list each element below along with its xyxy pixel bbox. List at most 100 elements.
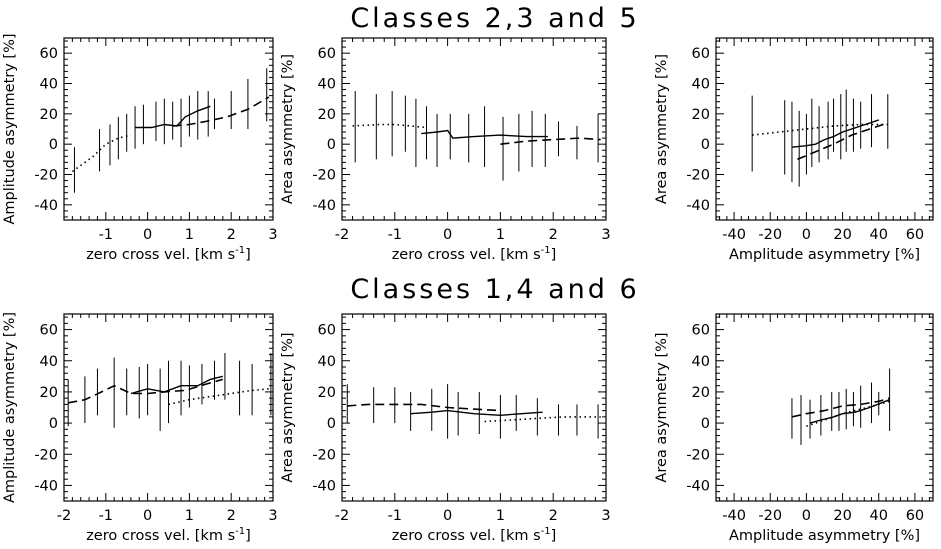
y-tick-label: -40 (686, 478, 710, 494)
x-tick-label: 2 (549, 508, 558, 524)
y-tick-label: 20 (692, 385, 710, 401)
plot-frame (715, 313, 934, 502)
series-dotted-line (352, 123, 427, 129)
x-tick-label: 3 (268, 227, 277, 243)
row-title-bottom: Classes 1,4 and 6 (350, 274, 639, 305)
x-tick-label: 0 (802, 227, 811, 243)
plot-frame (341, 37, 607, 221)
x-tick-label: 60 (906, 508, 924, 524)
series-dashed-line (500, 137, 601, 145)
plot-frame (63, 37, 274, 221)
y-tick-label: 0 (327, 137, 336, 153)
y-tick-label: 40 (692, 354, 710, 370)
x-tick-label: -20 (758, 508, 782, 524)
x-tick-label: 40 (870, 227, 888, 243)
x-tick-label: 40 (870, 508, 888, 524)
y-tick-label: 40 (318, 354, 336, 370)
y-tick-label: -40 (312, 478, 336, 494)
y-tick-label: 40 (318, 77, 336, 93)
x-tick-label: 0 (143, 508, 152, 524)
y-tick-label: 60 (692, 46, 710, 62)
x-tick-label: -1 (99, 508, 113, 524)
x-tick-label: -2 (57, 508, 71, 524)
panel-r1-c1: -2 -1 0 1 2 3 -40 -20 0 20 40 60 zero cross vel. [km… (280, 313, 611, 544)
plot-frame (63, 313, 274, 502)
x-axis-label: zero cross vel. [km s-1] (392, 526, 557, 544)
series-solid-line (410, 409, 543, 417)
y-tick-label: 0 (49, 416, 58, 432)
row-title-top: Classes 2,3 and 5 (350, 3, 639, 34)
y-tick-label: 20 (318, 107, 336, 123)
x-tick-label: 3 (268, 508, 277, 524)
x-axis-label: zero cross vel. [km s-1] (86, 526, 251, 544)
y-tick-label: 60 (318, 323, 336, 339)
panel-r1-c0: -2 -1 0 1 2 3 -40 -20 0 20 40 60 zero cross vel. [km… (2, 312, 278, 544)
y-tick-label: -20 (34, 447, 58, 463)
x-tick-label: 0 (802, 508, 811, 524)
y-axis-label: Amplitude asymmetry [%] (2, 312, 18, 503)
x-tick-label: -1 (388, 227, 402, 243)
y-tick-label: 20 (40, 107, 58, 123)
y-tick-label: 20 (692, 107, 710, 123)
x-axis-label: Amplitude asymmetry [%] (729, 528, 920, 544)
series-dotted-line (806, 400, 890, 427)
x-tick-label: 1 (496, 227, 505, 243)
y-tick-label: 0 (701, 416, 710, 432)
x-tick-label: -1 (388, 508, 402, 524)
x-tick-label: -40 (722, 227, 746, 243)
x-tick-label: 20 (833, 227, 851, 243)
x-axis-label: zero cross vel. [km s-1] (392, 245, 557, 263)
y-tick-label: -20 (686, 168, 710, 184)
panel-r1-c2: -40 -20 0 20 40 60 -40 -20 0 20 40 60 Amplitude asym… (654, 313, 934, 544)
series-dashed-line (347, 403, 501, 412)
x-tick-label: 3 (601, 227, 610, 243)
series-dotted-line (71, 134, 132, 173)
series-solid-line (791, 119, 880, 148)
y-tick-label: -20 (312, 168, 336, 184)
x-tick-label: 20 (833, 508, 851, 524)
x-tick-label: 1 (496, 508, 505, 524)
x-tick-label: 60 (906, 227, 924, 243)
series-dotted-line (484, 416, 601, 423)
series-dashed-line (797, 122, 889, 161)
y-axis-label: Area asymmetry [%] (280, 332, 296, 482)
x-tick-label: 0 (143, 227, 152, 243)
x-tick-label: -2 (335, 227, 349, 243)
x-tick-label: 2 (227, 227, 236, 243)
x-tick-label: 0 (443, 227, 452, 243)
y-tick-label: 60 (40, 323, 58, 339)
series-solid-line (130, 375, 223, 395)
y-tick-label: -20 (312, 447, 336, 463)
y-tick-label: 20 (40, 385, 58, 401)
x-tick-label: 3 (601, 508, 610, 524)
panel-r0-c0: -1 0 1 2 3 -40 -20 0 20 40 60 zero cross vel. [km s… (2, 33, 278, 263)
plot-frame (715, 37, 934, 221)
y-tick-label: -40 (312, 198, 336, 214)
panel-r0-c1: -2 -1 0 1 2 3 -40 -20 0 20 40 60 zero cross vel. [km… (280, 37, 611, 263)
y-axis-label: Area asymmetry [%] (654, 332, 670, 482)
y-axis-label: Amplitude asymmetry [%] (2, 33, 18, 224)
series-dashed-line (68, 378, 224, 404)
x-tick-label: -2 (335, 508, 349, 524)
y-tick-label: 40 (692, 77, 710, 93)
y-tick-label: -40 (686, 198, 710, 214)
y-tick-label: 0 (327, 416, 336, 432)
x-axis-label: Amplitude asymmetry [%] (729, 247, 920, 263)
y-tick-label: 20 (318, 385, 336, 401)
x-tick-label: -20 (758, 227, 782, 243)
x-tick-label: 1 (185, 227, 194, 243)
y-tick-label: -20 (686, 447, 710, 463)
y-tick-label: 0 (701, 137, 710, 153)
y-tick-label: -40 (34, 478, 58, 494)
x-tick-label: -40 (722, 508, 746, 524)
y-tick-label: -40 (34, 198, 58, 214)
y-tick-label: 60 (692, 323, 710, 339)
x-tick-label: -1 (99, 227, 113, 243)
y-tick-label: 60 (318, 46, 336, 62)
x-tick-label: 0 (443, 508, 452, 524)
x-axis-label: zero cross vel. [km s-1] (86, 245, 251, 263)
series-solid-line (421, 129, 548, 139)
y-tick-label: -20 (34, 168, 58, 184)
y-axis-label: Area asymmetry [%] (280, 54, 296, 204)
